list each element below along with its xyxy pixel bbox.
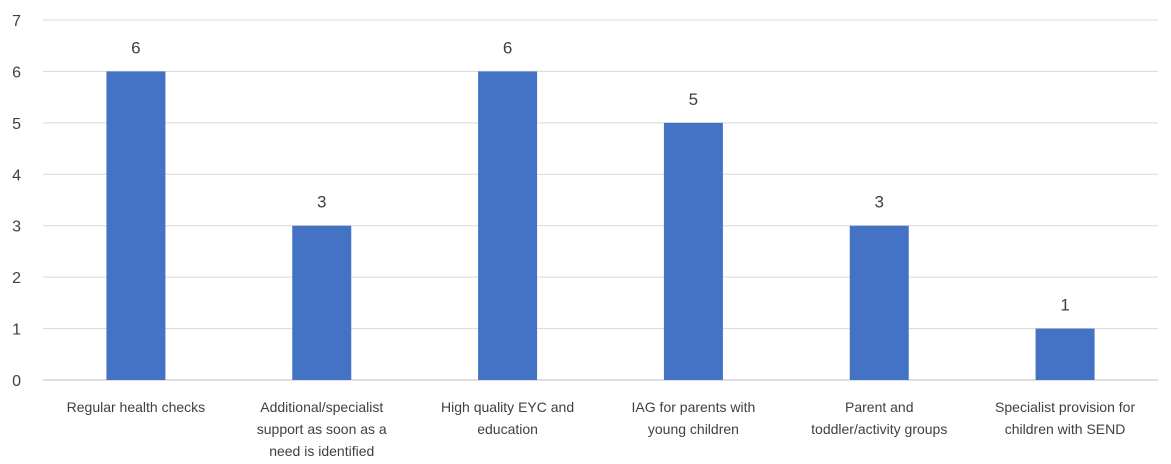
y-tick-label: 7 bbox=[12, 13, 21, 30]
bar bbox=[106, 71, 166, 380]
x-tick-label: children with SEND bbox=[1005, 421, 1126, 437]
y-tick-label: 5 bbox=[12, 116, 21, 133]
x-tick-label: Specialist provision for bbox=[995, 399, 1135, 415]
y-tick-label: 3 bbox=[12, 219, 21, 236]
data-label: 1 bbox=[1060, 296, 1069, 315]
y-axis-ticks: 0 1 2 3 4 5 6 7 bbox=[12, 13, 21, 390]
x-axis-category-labels: Regular health checks Additional/speciali… bbox=[67, 399, 1136, 459]
y-tick-label: 6 bbox=[12, 64, 21, 81]
data-label: 5 bbox=[689, 90, 698, 109]
x-tick-label: Additional/specialist bbox=[260, 399, 383, 415]
bar bbox=[292, 225, 352, 380]
y-tick-label: 2 bbox=[12, 270, 21, 287]
data-label: 3 bbox=[875, 193, 884, 212]
x-tick-label: Regular health checks bbox=[67, 399, 206, 415]
x-tick-label: Parent and bbox=[845, 399, 914, 415]
data-labels: 6 3 6 5 3 1 bbox=[131, 38, 1070, 314]
x-tick-label: need is identified bbox=[269, 443, 374, 459]
y-tick-label: 0 bbox=[12, 373, 21, 390]
bar bbox=[1035, 328, 1095, 380]
gridlines bbox=[43, 19, 1158, 381]
x-tick-label: High quality EYC and bbox=[441, 399, 574, 415]
bar bbox=[478, 71, 538, 380]
y-tick-label: 1 bbox=[12, 322, 21, 339]
x-tick-label: young children bbox=[648, 421, 739, 437]
bars bbox=[106, 71, 1095, 380]
x-tick-label: IAG for parents with bbox=[632, 399, 756, 415]
x-tick-label: education bbox=[477, 421, 538, 437]
x-tick-label: toddler/activity groups bbox=[811, 421, 947, 437]
bar bbox=[663, 122, 723, 380]
x-tick-label: support as soon as a bbox=[257, 421, 387, 437]
data-label: 3 bbox=[317, 193, 326, 212]
data-label: 6 bbox=[503, 38, 512, 57]
bar bbox=[849, 225, 909, 380]
data-label: 6 bbox=[131, 38, 140, 57]
y-tick-label: 4 bbox=[12, 167, 21, 184]
